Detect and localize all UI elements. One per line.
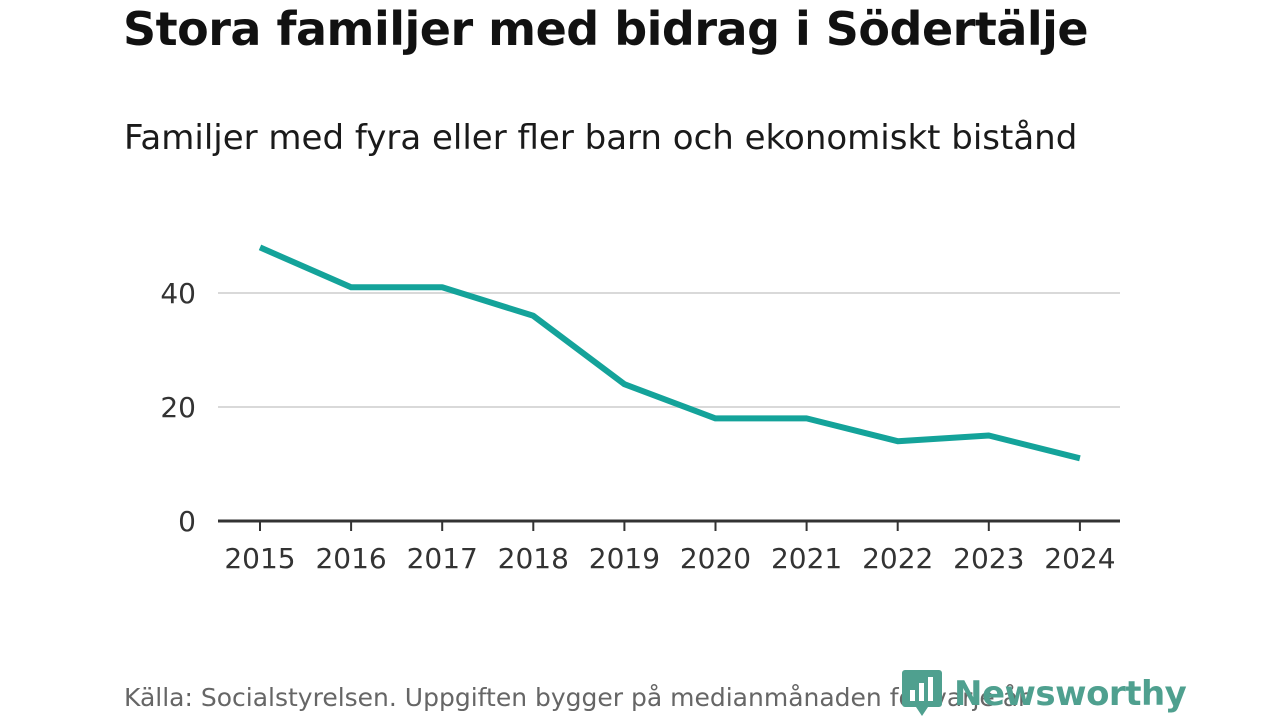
- x-tick-label-2024: 2024: [1044, 542, 1115, 575]
- x-tick-label-2015: 2015: [224, 542, 295, 575]
- line-chart: 0 20 40 2015 2016 2017 2018 2019 2020 2021 2022 202…: [160, 244, 1120, 575]
- x-tick-label-2016: 2016: [315, 542, 386, 575]
- brand-name: Newsworthy: [954, 674, 1187, 714]
- x-tick-label-2021: 2021: [771, 542, 842, 575]
- y-tick-label-20: 20: [160, 391, 196, 424]
- y-tick-label-40: 40: [160, 277, 196, 310]
- x-tick-label-2020: 2020: [680, 542, 751, 575]
- newsworthy-logo: Newsworthy: [902, 670, 1187, 718]
- chart-subtitle: Familjer med fyra eller fler barn och ek…: [124, 118, 1078, 158]
- source-note: Källa: Socialstyrelsen. Uppgiften bygger…: [124, 683, 1029, 712]
- x-tick-label-2022: 2022: [862, 542, 933, 575]
- newsworthy-logo-icon: [902, 670, 942, 716]
- x-tick-label-2017: 2017: [407, 542, 478, 575]
- y-tick-label-0: 0: [178, 505, 196, 538]
- x-tick-label-2023: 2023: [953, 542, 1024, 575]
- x-tick-label-2019: 2019: [589, 542, 660, 575]
- series-line-0: [258, 244, 1081, 462]
- chart-title: Stora familjer med bidrag i Södertälje: [123, 2, 1089, 56]
- x-tick-label-2018: 2018: [498, 542, 569, 575]
